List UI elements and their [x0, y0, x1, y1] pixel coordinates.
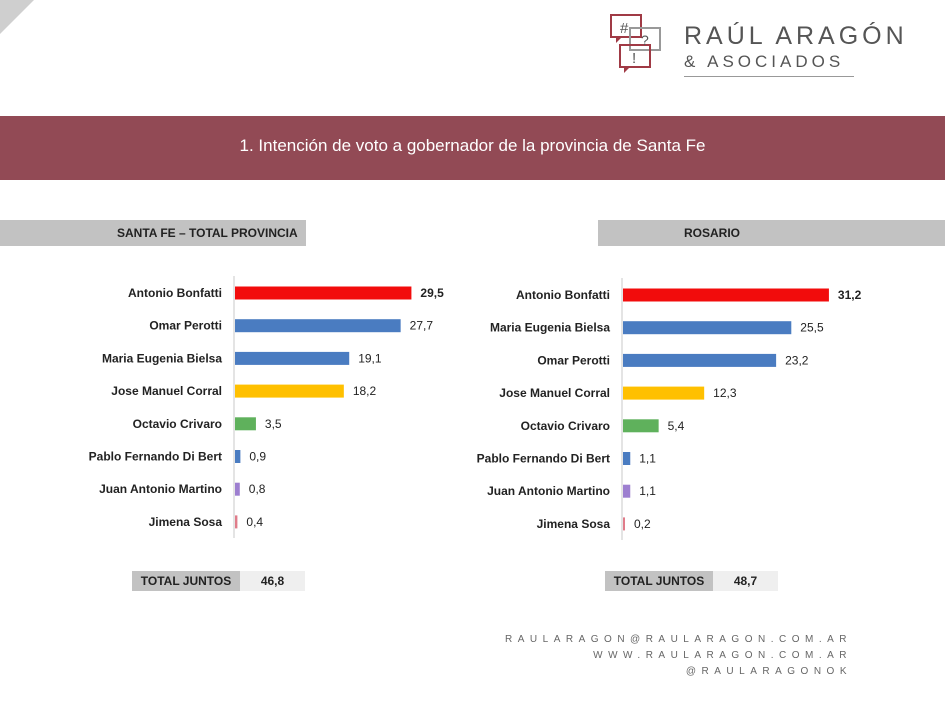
total-label-rosario: TOTAL JUNTOS — [605, 571, 713, 591]
total-value-rosario: 48,7 — [733, 574, 758, 588]
rosario-bar — [623, 386, 705, 400]
provincia-value-label: 27,7 — [410, 319, 434, 333]
rosario-bar — [623, 419, 659, 433]
logo-underline — [684, 76, 854, 77]
provincia-category-label: Pablo Fernando Di Bert — [89, 450, 222, 464]
rosario-category-label: Juan Antonio Martino — [487, 484, 610, 498]
rosario-value-label: 23,2 — [785, 353, 809, 367]
section-title-provincia: SANTA FE – TOTAL PROVINCIA — [117, 226, 298, 240]
provincia-value-label: 0,9 — [249, 450, 266, 464]
provincia-bar — [235, 515, 238, 529]
rosario-bar — [623, 288, 829, 302]
total-box-provincia: TOTAL JUNTOS 46,8 — [132, 571, 305, 591]
rosario-value-label: 31,2 — [838, 288, 862, 302]
provincia-value-label: 19,1 — [358, 351, 382, 365]
provincia-bar — [235, 351, 350, 365]
rosario-category-label: Jimena Sosa — [537, 517, 611, 531]
provincia-category-label: Omar Perotti — [149, 319, 222, 333]
rosario-bar — [623, 484, 631, 498]
speech-bubbles-icon: # ? ! — [610, 14, 661, 73]
provincia-bar — [235, 319, 401, 333]
section-title-rosario: ROSARIO — [684, 226, 741, 240]
logo-mark-exclamation: ! — [632, 50, 636, 67]
title-banner: 1. Intención de voto a gobernador de la … — [0, 116, 945, 180]
company-logo: # ? ! RAÚL ARAGÓN & ASOCIADOS — [608, 12, 928, 80]
rosario-category-label: Octavio Crivaro — [521, 419, 610, 433]
contact-email[interactable]: RAULARAGON@RAULARAGON.COM.AR — [505, 634, 852, 645]
rosario-category-label: Maria Eugenia Bielsa — [490, 321, 610, 335]
rosario-bar — [623, 452, 631, 465]
provincia-bar — [235, 417, 256, 431]
rosario-category-label: Pablo Fernando Di Bert — [477, 452, 610, 466]
rosario-category-label: Jose Manuel Corral — [499, 386, 610, 400]
provincia-value-label: 3,5 — [265, 417, 282, 431]
contact-social[interactable]: @RAULARAGONOK — [685, 666, 852, 677]
provincia-value-label: 0,8 — [249, 482, 266, 496]
rosario-value-label: 25,5 — [800, 321, 824, 335]
rosario-value-label: 12,3 — [713, 386, 737, 400]
provincia-category-label: Juan Antonio Martino — [99, 482, 222, 496]
contact-website[interactable]: WWW.RAULARAGON.COM.AR — [593, 650, 852, 661]
total-box-rosario: TOTAL JUNTOS 48,7 — [605, 571, 778, 591]
provincia-bar — [235, 482, 240, 496]
section-header-provincia: SANTA FE – TOTAL PROVINCIA — [0, 220, 306, 246]
rosario-value-label: 0,2 — [634, 517, 651, 531]
provincia-value-label: 29,5 — [420, 286, 444, 300]
provincia-value-label: 0,4 — [246, 515, 263, 529]
provincia-value-label: 18,2 — [353, 384, 377, 398]
corner-decoration — [0, 0, 34, 34]
rosario-bar — [623, 517, 625, 531]
provincia-category-label: Jose Manuel Corral — [111, 384, 222, 398]
rosario-category-label: Omar Perotti — [537, 353, 610, 367]
provincia-category-label: Maria Eugenia Bielsa — [102, 351, 222, 365]
provincia-category-label: Antonio Bonfatti — [128, 286, 222, 300]
provincia-category-label: Octavio Crivaro — [133, 417, 222, 431]
section-header-rosario: ROSARIO — [598, 220, 945, 246]
rosario-value-label: 1,1 — [639, 484, 656, 498]
total-label-provincia: TOTAL JUNTOS — [132, 571, 240, 591]
logo-subtitle: & ASOCIADOS — [684, 52, 845, 71]
logo-title: RAÚL ARAGÓN — [684, 22, 908, 50]
rosario-value-label: 1,1 — [639, 452, 656, 466]
logo-mark-hash: # — [620, 20, 629, 37]
provincia-bar — [235, 450, 241, 463]
page-title: 1. Intención de voto a gobernador de la … — [239, 136, 706, 155]
rosario-bar — [623, 353, 777, 367]
logo-mark-question: ? — [641, 32, 649, 48]
rosario-category-label: Antonio Bonfatti — [516, 288, 610, 302]
rosario-bar — [623, 321, 792, 335]
total-value-provincia: 46,8 — [260, 574, 285, 588]
provincia-category-label: Jimena Sosa — [149, 515, 223, 529]
provincia-bar — [235, 384, 344, 398]
rosario-value-label: 5,4 — [668, 419, 685, 433]
provincia-bar — [235, 286, 412, 300]
